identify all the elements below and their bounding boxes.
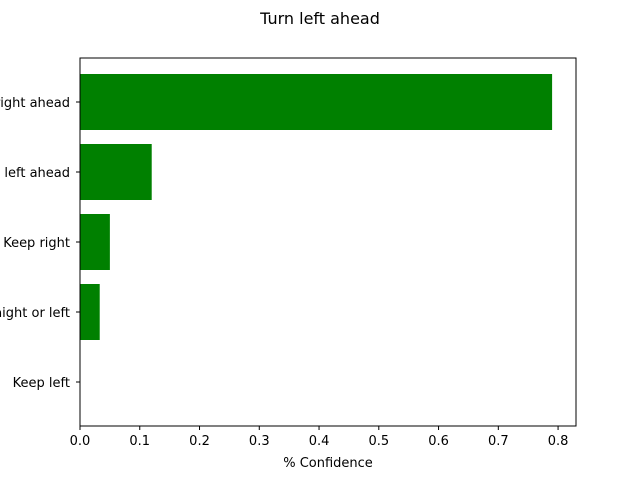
x-tick-label: 0.5 xyxy=(368,434,389,449)
x-tick-label: 0.6 xyxy=(428,434,449,449)
x-tick-label: 0.0 xyxy=(70,434,91,449)
bar xyxy=(80,284,100,340)
x-tick-label: 0.2 xyxy=(189,434,210,449)
chart-title: Turn left ahead xyxy=(259,9,380,28)
bar xyxy=(80,74,553,130)
bar xyxy=(80,214,110,270)
x-axis: 0.0 0.1 0.2 0.3 0.4 0.5 0.6 0.7 0.8 xyxy=(70,426,569,449)
bars-group xyxy=(80,74,553,340)
x-tick-label: 0.3 xyxy=(249,434,270,449)
y-tick-label: Turn left ahead xyxy=(0,166,70,181)
y-tick-label: Turn right ahead xyxy=(0,96,70,111)
y-tick-label: Keep right xyxy=(3,236,70,251)
y-axis: Turn right ahead Turn left ahead Keep righ… xyxy=(0,96,80,391)
x-tick-label: 0.1 xyxy=(129,434,150,449)
y-tick-label: Go straight or left xyxy=(0,306,70,321)
x-axis-label: % Confidence xyxy=(283,456,373,471)
x-tick-label: 0.4 xyxy=(309,434,330,449)
x-tick-label: 0.8 xyxy=(548,434,569,449)
x-tick-label: 0.7 xyxy=(488,434,509,449)
bar xyxy=(80,144,152,200)
y-tick-label: Keep left xyxy=(13,376,70,391)
